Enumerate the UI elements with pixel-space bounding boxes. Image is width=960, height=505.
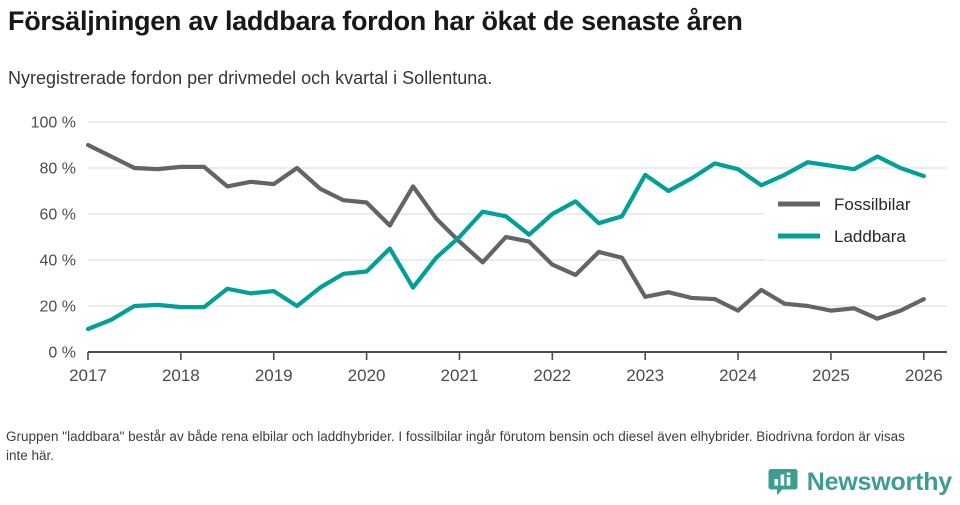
- series-line-laddbara: [85, 154, 926, 332]
- line-chart: 0 % 20 % 40 % 60 % 80 % 100 % 2017 2018 2019 2020…: [31, 115, 960, 385]
- chart-subtitle: Nyregistrerade fordon per drivmedel och …: [8, 68, 493, 88]
- x-axis-tick-label: 2024: [719, 366, 757, 385]
- brand-name: Newsworthy: [806, 467, 952, 496]
- chart-footnote: Gruppen "laddbara" består av både rena e…: [6, 429, 905, 463]
- y-axis-tick-label: 20 %: [40, 299, 76, 316]
- x-axis-tick-label: 2019: [255, 366, 293, 385]
- y-axis-tick-label: 40 %: [40, 253, 76, 270]
- x-axis-tick-label: 2022: [533, 366, 571, 385]
- x-axis-tick-label: 2021: [441, 366, 479, 385]
- y-axis-tick-label: 60 %: [40, 207, 76, 224]
- bar-chart-speech-bubble-icon: [768, 469, 798, 496]
- chart-plot-area: 0 % 20 % 40 % 60 % 80 % 100 % 2017 2018 2019 2020…: [0, 108, 960, 398]
- page-title: Försäljningen av laddbara fordon har öka…: [8, 6, 743, 36]
- legend-background-overlay: [764, 188, 960, 260]
- x-axis-tick-label: 2020: [348, 366, 386, 385]
- x-axis-tick-label: 2018: [162, 366, 200, 385]
- x-axis-tick-label: 2026: [905, 366, 943, 385]
- legend-label-fossilbilar[interactable]: Fossilbilar: [834, 195, 911, 214]
- y-axis-tick-label: 0 %: [48, 345, 76, 362]
- x-axis-tick-label: 2023: [626, 366, 664, 385]
- x-axis-tick-label: 2025: [812, 366, 850, 385]
- series-line-fossilbilar: [85, 142, 926, 321]
- newsworthy-logo[interactable]: Newsworthy: [768, 467, 952, 497]
- x-axis-tick-label: 2017: [69, 366, 107, 385]
- y-axis-tick-label: 80 %: [40, 161, 76, 178]
- y-axis-tick-label: 100 %: [31, 115, 76, 132]
- legend-label-laddbara[interactable]: Laddbara: [834, 227, 906, 246]
